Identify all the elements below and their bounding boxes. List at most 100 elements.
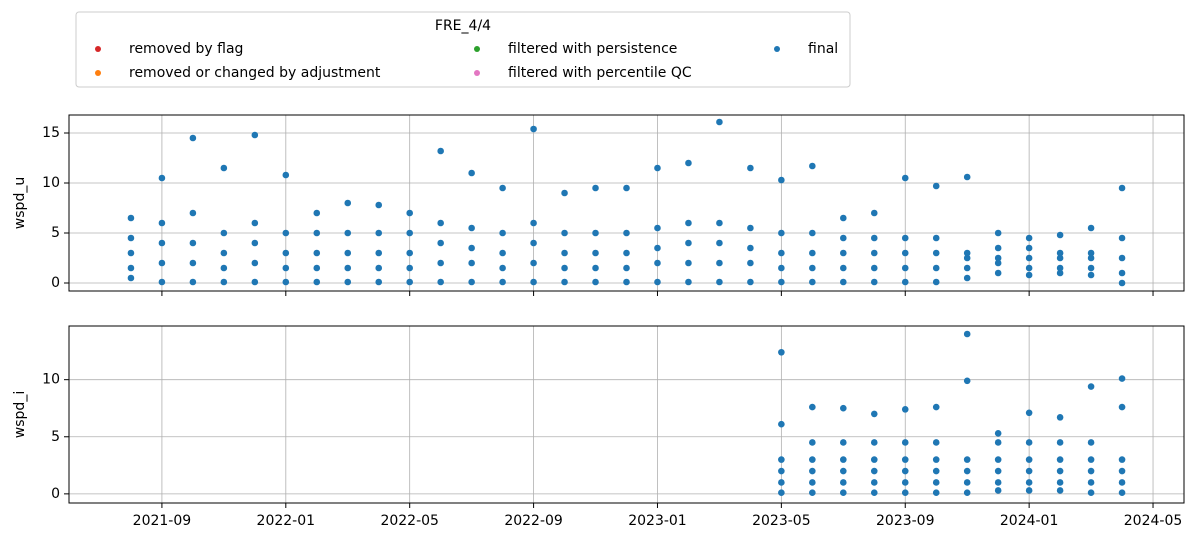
data-point [1056, 269, 1064, 277]
data-point [1056, 264, 1064, 272]
data-point [901, 479, 909, 486]
data-point [158, 174, 166, 182]
data-point [994, 467, 1002, 475]
data-point [313, 229, 321, 237]
data-point [932, 278, 940, 286]
legend-marker [95, 70, 101, 76]
data-point [468, 169, 475, 177]
data-point [716, 239, 723, 247]
data-point [220, 229, 228, 237]
data-point [932, 182, 940, 190]
data-point [870, 410, 878, 418]
data-point [778, 489, 785, 497]
data-point [499, 184, 506, 192]
data-point [747, 278, 754, 286]
data-point [499, 229, 506, 237]
data-point [1087, 439, 1095, 446]
data-point [344, 278, 352, 286]
data-point [994, 269, 1002, 277]
data-point [1118, 269, 1126, 277]
data-point [1087, 467, 1095, 475]
data-point [901, 456, 909, 463]
data-point [375, 229, 383, 237]
data-point [1087, 489, 1095, 497]
data-point [592, 249, 599, 257]
data-point [778, 249, 785, 257]
data-point [1025, 234, 1033, 242]
data-point [127, 234, 135, 242]
data-point [127, 274, 135, 282]
data-point [406, 229, 413, 237]
data-point [1025, 439, 1033, 446]
data-point [963, 377, 971, 385]
legend-marker [474, 70, 480, 76]
data-point [282, 249, 290, 257]
x-tick-label: 2024-01 [1000, 513, 1059, 529]
data-point [932, 489, 940, 497]
data-point [623, 278, 630, 286]
data-point [189, 134, 197, 142]
data-point [809, 467, 816, 475]
data-point [809, 264, 816, 272]
data-point [778, 420, 785, 428]
x-tick-label: 2022-09 [504, 513, 563, 529]
data-point [468, 244, 475, 252]
data-point [963, 467, 971, 475]
data-point [282, 278, 290, 286]
data-point [437, 219, 444, 227]
data-point [963, 479, 971, 486]
data-point [530, 239, 537, 247]
data-point [1056, 439, 1064, 446]
data-point [840, 264, 847, 272]
legend-marker [474, 46, 480, 52]
data-point [870, 467, 878, 475]
data-point [1087, 456, 1095, 463]
data-point [406, 278, 413, 286]
y-tick-label: 0 [51, 275, 60, 291]
data-point [313, 249, 321, 257]
y-tick-label: 10 [42, 372, 60, 388]
data-point [437, 239, 444, 247]
data-point [994, 430, 1002, 437]
data-point [901, 264, 909, 272]
data-point [994, 479, 1002, 486]
data-point [344, 229, 352, 237]
data-point [716, 219, 723, 227]
x-tick-label: 2023-05 [752, 513, 811, 529]
x-tick-label: 2022-05 [380, 513, 439, 529]
data-point [870, 264, 878, 272]
data-point [809, 489, 816, 497]
data-point [809, 403, 816, 411]
data-point [592, 264, 599, 272]
data-point [685, 278, 692, 286]
data-point [561, 278, 568, 286]
y-tick-label: 5 [51, 429, 60, 445]
data-point [963, 330, 971, 338]
data-point [158, 259, 166, 267]
data-point [282, 264, 290, 272]
data-point [778, 278, 785, 286]
data-point [189, 209, 197, 217]
data-point [901, 234, 909, 242]
data-point [468, 224, 475, 232]
data-point [1118, 234, 1126, 242]
data-point [158, 239, 166, 247]
data-point [189, 259, 197, 267]
data-point [437, 278, 444, 286]
data-point [994, 244, 1002, 252]
data-point [344, 264, 352, 272]
data-point [932, 467, 940, 475]
legend-label: filtered with percentile QC [508, 65, 692, 81]
data-point [901, 278, 909, 286]
data-point [561, 189, 568, 197]
data-point [809, 249, 816, 257]
data-point [932, 264, 940, 272]
data-point [840, 278, 847, 286]
data-point [375, 201, 383, 209]
data-point [251, 278, 259, 286]
data-point [1087, 383, 1095, 390]
data-point [251, 259, 259, 267]
data-point [1025, 264, 1033, 272]
data-point [654, 164, 661, 172]
data-point [840, 249, 847, 257]
